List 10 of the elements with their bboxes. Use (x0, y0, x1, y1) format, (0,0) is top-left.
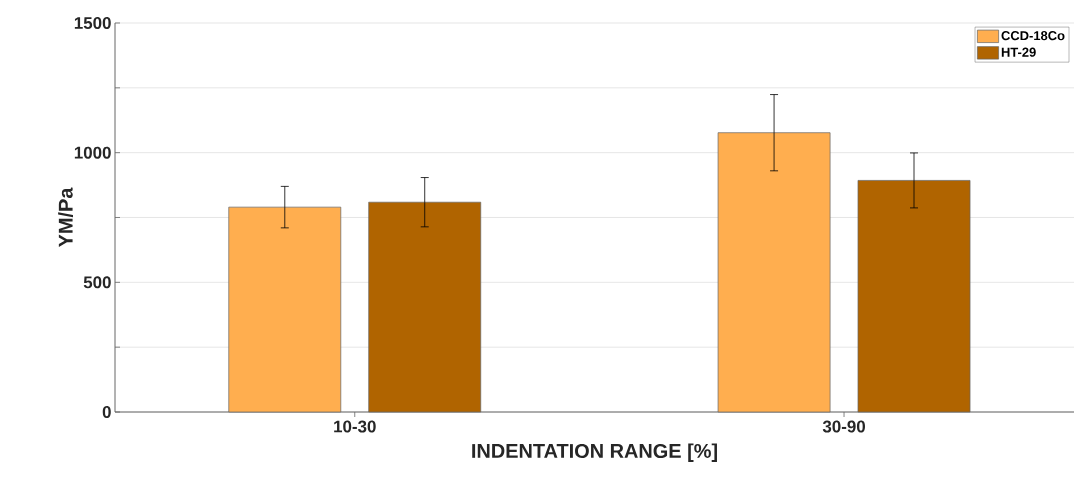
x-axis-title: INDENTATION RANGE [%] (472, 443, 717, 462)
y-tick-label: 1500 (74, 17, 111, 29)
x-tick-label: 10-30 (334, 420, 376, 433)
x-tick-label: 30-90 (822, 420, 865, 433)
y-tick-label: 0 (102, 406, 111, 418)
y-axis-title: YM/Pa (58, 187, 73, 248)
y-tick-label: 500 (83, 276, 111, 289)
legend-label: HT-29 (1001, 47, 1036, 57)
legend-label: CCD-18Co (1001, 31, 1065, 41)
y-tick-label: 1000 (74, 146, 111, 159)
